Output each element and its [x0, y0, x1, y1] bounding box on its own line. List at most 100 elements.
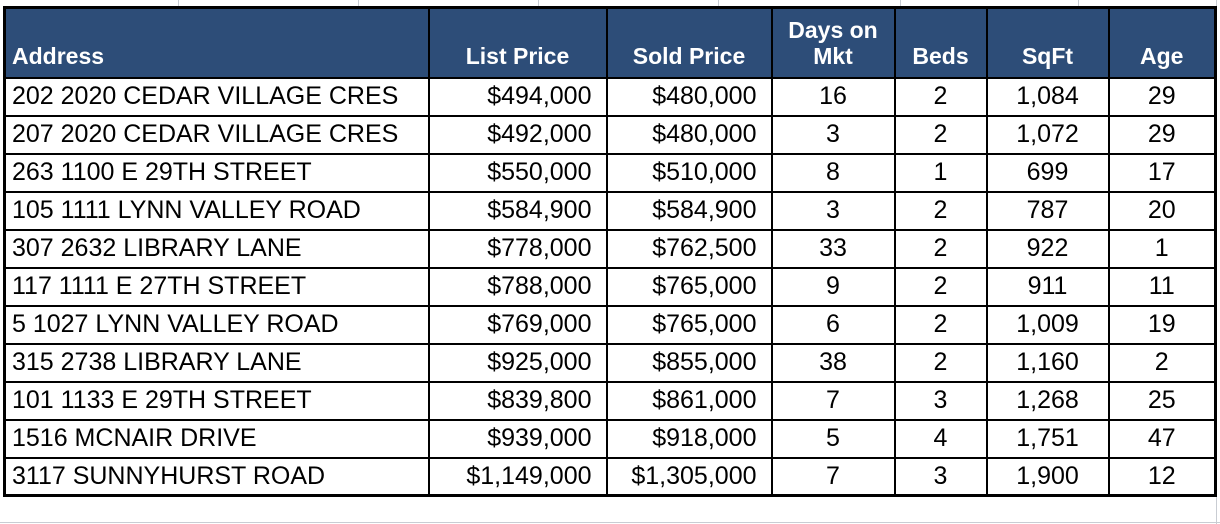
- cell-age[interactable]: 1: [1107, 228, 1217, 269]
- cell-list_price[interactable]: $788,000: [427, 266, 608, 307]
- cell-age[interactable]: 20: [1107, 190, 1217, 231]
- cell-sqft[interactable]: 1,072: [985, 114, 1110, 155]
- cell-days_on_mkt[interactable]: 7: [770, 380, 896, 421]
- cell-beds[interactable]: 2: [893, 228, 988, 269]
- cell-list_price[interactable]: $550,000: [427, 152, 608, 193]
- cell-sqft[interactable]: 922: [985, 228, 1110, 269]
- cell-sold_price[interactable]: $765,000: [605, 266, 773, 307]
- cell-sold_price[interactable]: $918,000: [605, 418, 773, 459]
- cell-days_on_mkt[interactable]: 16: [770, 76, 896, 117]
- cell-sold_price[interactable]: $510,000: [605, 152, 773, 193]
- cell-address[interactable]: 101 1133 E 29TH STREET: [3, 380, 430, 421]
- cell-days_on_mkt[interactable]: 38: [770, 342, 896, 383]
- cell-sold_price[interactable]: $855,000: [605, 342, 773, 383]
- cell-age[interactable]: 19: [1107, 304, 1217, 345]
- column-header-list_price[interactable]: List Price: [427, 6, 608, 79]
- cell-sold_price[interactable]: $762,500: [605, 228, 773, 269]
- cell-age[interactable]: 2: [1107, 342, 1217, 383]
- sheet-gridline: [178, 0, 179, 6]
- cell-days_on_mkt[interactable]: 7: [770, 456, 896, 497]
- cell-address[interactable]: 202 2020 CEDAR VILLAGE CRES: [3, 76, 430, 117]
- cell-sold_price[interactable]: $480,000: [605, 114, 773, 155]
- table-header-row: Address List Price Sold Price Days on Mkt Be…: [3, 6, 1217, 79]
- cell-beds[interactable]: 4: [893, 418, 988, 459]
- cell-address[interactable]: 207 2020 CEDAR VILLAGE CRES: [3, 114, 430, 155]
- cell-beds[interactable]: 3: [893, 380, 988, 421]
- cell-age[interactable]: 25: [1107, 380, 1217, 421]
- column-header-sqft[interactable]: SqFt: [985, 6, 1110, 79]
- cell-list_price[interactable]: $584,900: [427, 190, 608, 231]
- cell-sold_price[interactable]: $584,900: [605, 190, 773, 231]
- column-header-age[interactable]: Age: [1107, 6, 1217, 79]
- cell-days_on_mkt[interactable]: 3: [770, 114, 896, 155]
- table-row: 263 1100 E 29TH STREET $550,000 $510,000 8 1…: [3, 152, 1217, 193]
- cell-address[interactable]: 307 2632 LIBRARY LANE: [3, 228, 430, 269]
- cell-days_on_mkt[interactable]: 3: [770, 190, 896, 231]
- cell-list_price[interactable]: $769,000: [427, 304, 608, 345]
- cell-list_price[interactable]: $1,149,000: [427, 456, 608, 497]
- cell-sqft[interactable]: 699: [985, 152, 1110, 193]
- cell-age[interactable]: 11: [1107, 266, 1217, 307]
- cell-age[interactable]: 47: [1107, 418, 1217, 459]
- cell-sqft[interactable]: 1,009: [985, 304, 1110, 345]
- cell-days_on_mkt[interactable]: 5: [770, 418, 896, 459]
- cell-beds[interactable]: 3: [893, 456, 988, 497]
- cell-sqft[interactable]: 1,751: [985, 418, 1110, 459]
- column-header-address[interactable]: Address: [3, 6, 430, 79]
- sheet-gridline: [358, 0, 359, 6]
- cell-list_price[interactable]: $925,000: [427, 342, 608, 383]
- table-row: 101 1133 E 29TH STREET $839,800 $861,000 7 3…: [3, 380, 1217, 421]
- cell-beds[interactable]: 2: [893, 76, 988, 117]
- table-row: 105 1111 LYNN VALLEY ROAD $584,900 $584,90…: [3, 190, 1217, 231]
- cell-beds[interactable]: 2: [893, 190, 988, 231]
- cell-age[interactable]: 29: [1107, 76, 1217, 117]
- cell-days_on_mkt[interactable]: 9: [770, 266, 896, 307]
- cell-sqft[interactable]: 1,084: [985, 76, 1110, 117]
- table-row: 315 2738 LIBRARY LANE $925,000 $855,000 38 2…: [3, 342, 1217, 383]
- cell-beds[interactable]: 2: [893, 304, 988, 345]
- cell-beds[interactable]: 2: [893, 114, 988, 155]
- column-header-sold_price[interactable]: Sold Price: [605, 6, 773, 79]
- table-header: Address List Price Sold Price Days on Mkt Be…: [3, 6, 1217, 79]
- column-header-beds[interactable]: Beds: [893, 6, 988, 79]
- cell-sqft[interactable]: 1,268: [985, 380, 1110, 421]
- cell-sqft[interactable]: 1,900: [985, 456, 1110, 497]
- table-row: 3117 SUNNYHURST ROAD $1,149,000 $1,305,000…: [3, 456, 1217, 497]
- cell-sold_price[interactable]: $1,305,000: [605, 456, 773, 497]
- table-row: 1516 MCNAIR DRIVE $939,000 $918,000 5 4 1,751…: [3, 418, 1217, 459]
- cell-days_on_mkt[interactable]: 6: [770, 304, 896, 345]
- table-row: 117 1111 E 27TH STREET $788,000 $765,000 9 2…: [3, 266, 1217, 307]
- cell-list_price[interactable]: $778,000: [427, 228, 608, 269]
- cell-sold_price[interactable]: $480,000: [605, 76, 773, 117]
- comparable-sales-table: Address List Price Sold Price Days on Mkt Be…: [3, 6, 1217, 497]
- sheet-gridline: [538, 0, 539, 6]
- cell-age[interactable]: 12: [1107, 456, 1217, 497]
- cell-address[interactable]: 315 2738 LIBRARY LANE: [3, 342, 430, 383]
- cell-sold_price[interactable]: $765,000: [605, 304, 773, 345]
- sheet-gridline: [0, 522, 1220, 523]
- cell-list_price[interactable]: $939,000: [427, 418, 608, 459]
- cell-address[interactable]: 1516 MCNAIR DRIVE: [3, 418, 430, 459]
- cell-address[interactable]: 3117 SUNNYHURST ROAD: [3, 456, 430, 497]
- cell-sqft[interactable]: 1,160: [985, 342, 1110, 383]
- cell-address[interactable]: 105 1111 LYNN VALLEY ROAD: [3, 190, 430, 231]
- cell-list_price[interactable]: $494,000: [427, 76, 608, 117]
- cell-sqft[interactable]: 787: [985, 190, 1110, 231]
- cell-days_on_mkt[interactable]: 33: [770, 228, 896, 269]
- cell-age[interactable]: 29: [1107, 114, 1217, 155]
- cell-beds[interactable]: 1: [893, 152, 988, 193]
- cell-sqft[interactable]: 911: [985, 266, 1110, 307]
- cell-sold_price[interactable]: $861,000: [605, 380, 773, 421]
- table-row: 202 2020 CEDAR VILLAGE CRES $494,000 $480,…: [3, 76, 1217, 117]
- cell-beds[interactable]: 2: [893, 342, 988, 383]
- cell-days_on_mkt[interactable]: 8: [770, 152, 896, 193]
- cell-beds[interactable]: 2: [893, 266, 988, 307]
- table-row: 5 1027 LYNN VALLEY ROAD $769,000 $765,000 6…: [3, 304, 1217, 345]
- cell-list_price[interactable]: $839,800: [427, 380, 608, 421]
- cell-list_price[interactable]: $492,000: [427, 114, 608, 155]
- cell-address[interactable]: 263 1100 E 29TH STREET: [3, 152, 430, 193]
- cell-age[interactable]: 17: [1107, 152, 1217, 193]
- column-header-days_on_mkt[interactable]: Days on Mkt: [770, 6, 896, 79]
- cell-address[interactable]: 117 1111 E 27TH STREET: [3, 266, 430, 307]
- cell-address[interactable]: 5 1027 LYNN VALLEY ROAD: [3, 304, 430, 345]
